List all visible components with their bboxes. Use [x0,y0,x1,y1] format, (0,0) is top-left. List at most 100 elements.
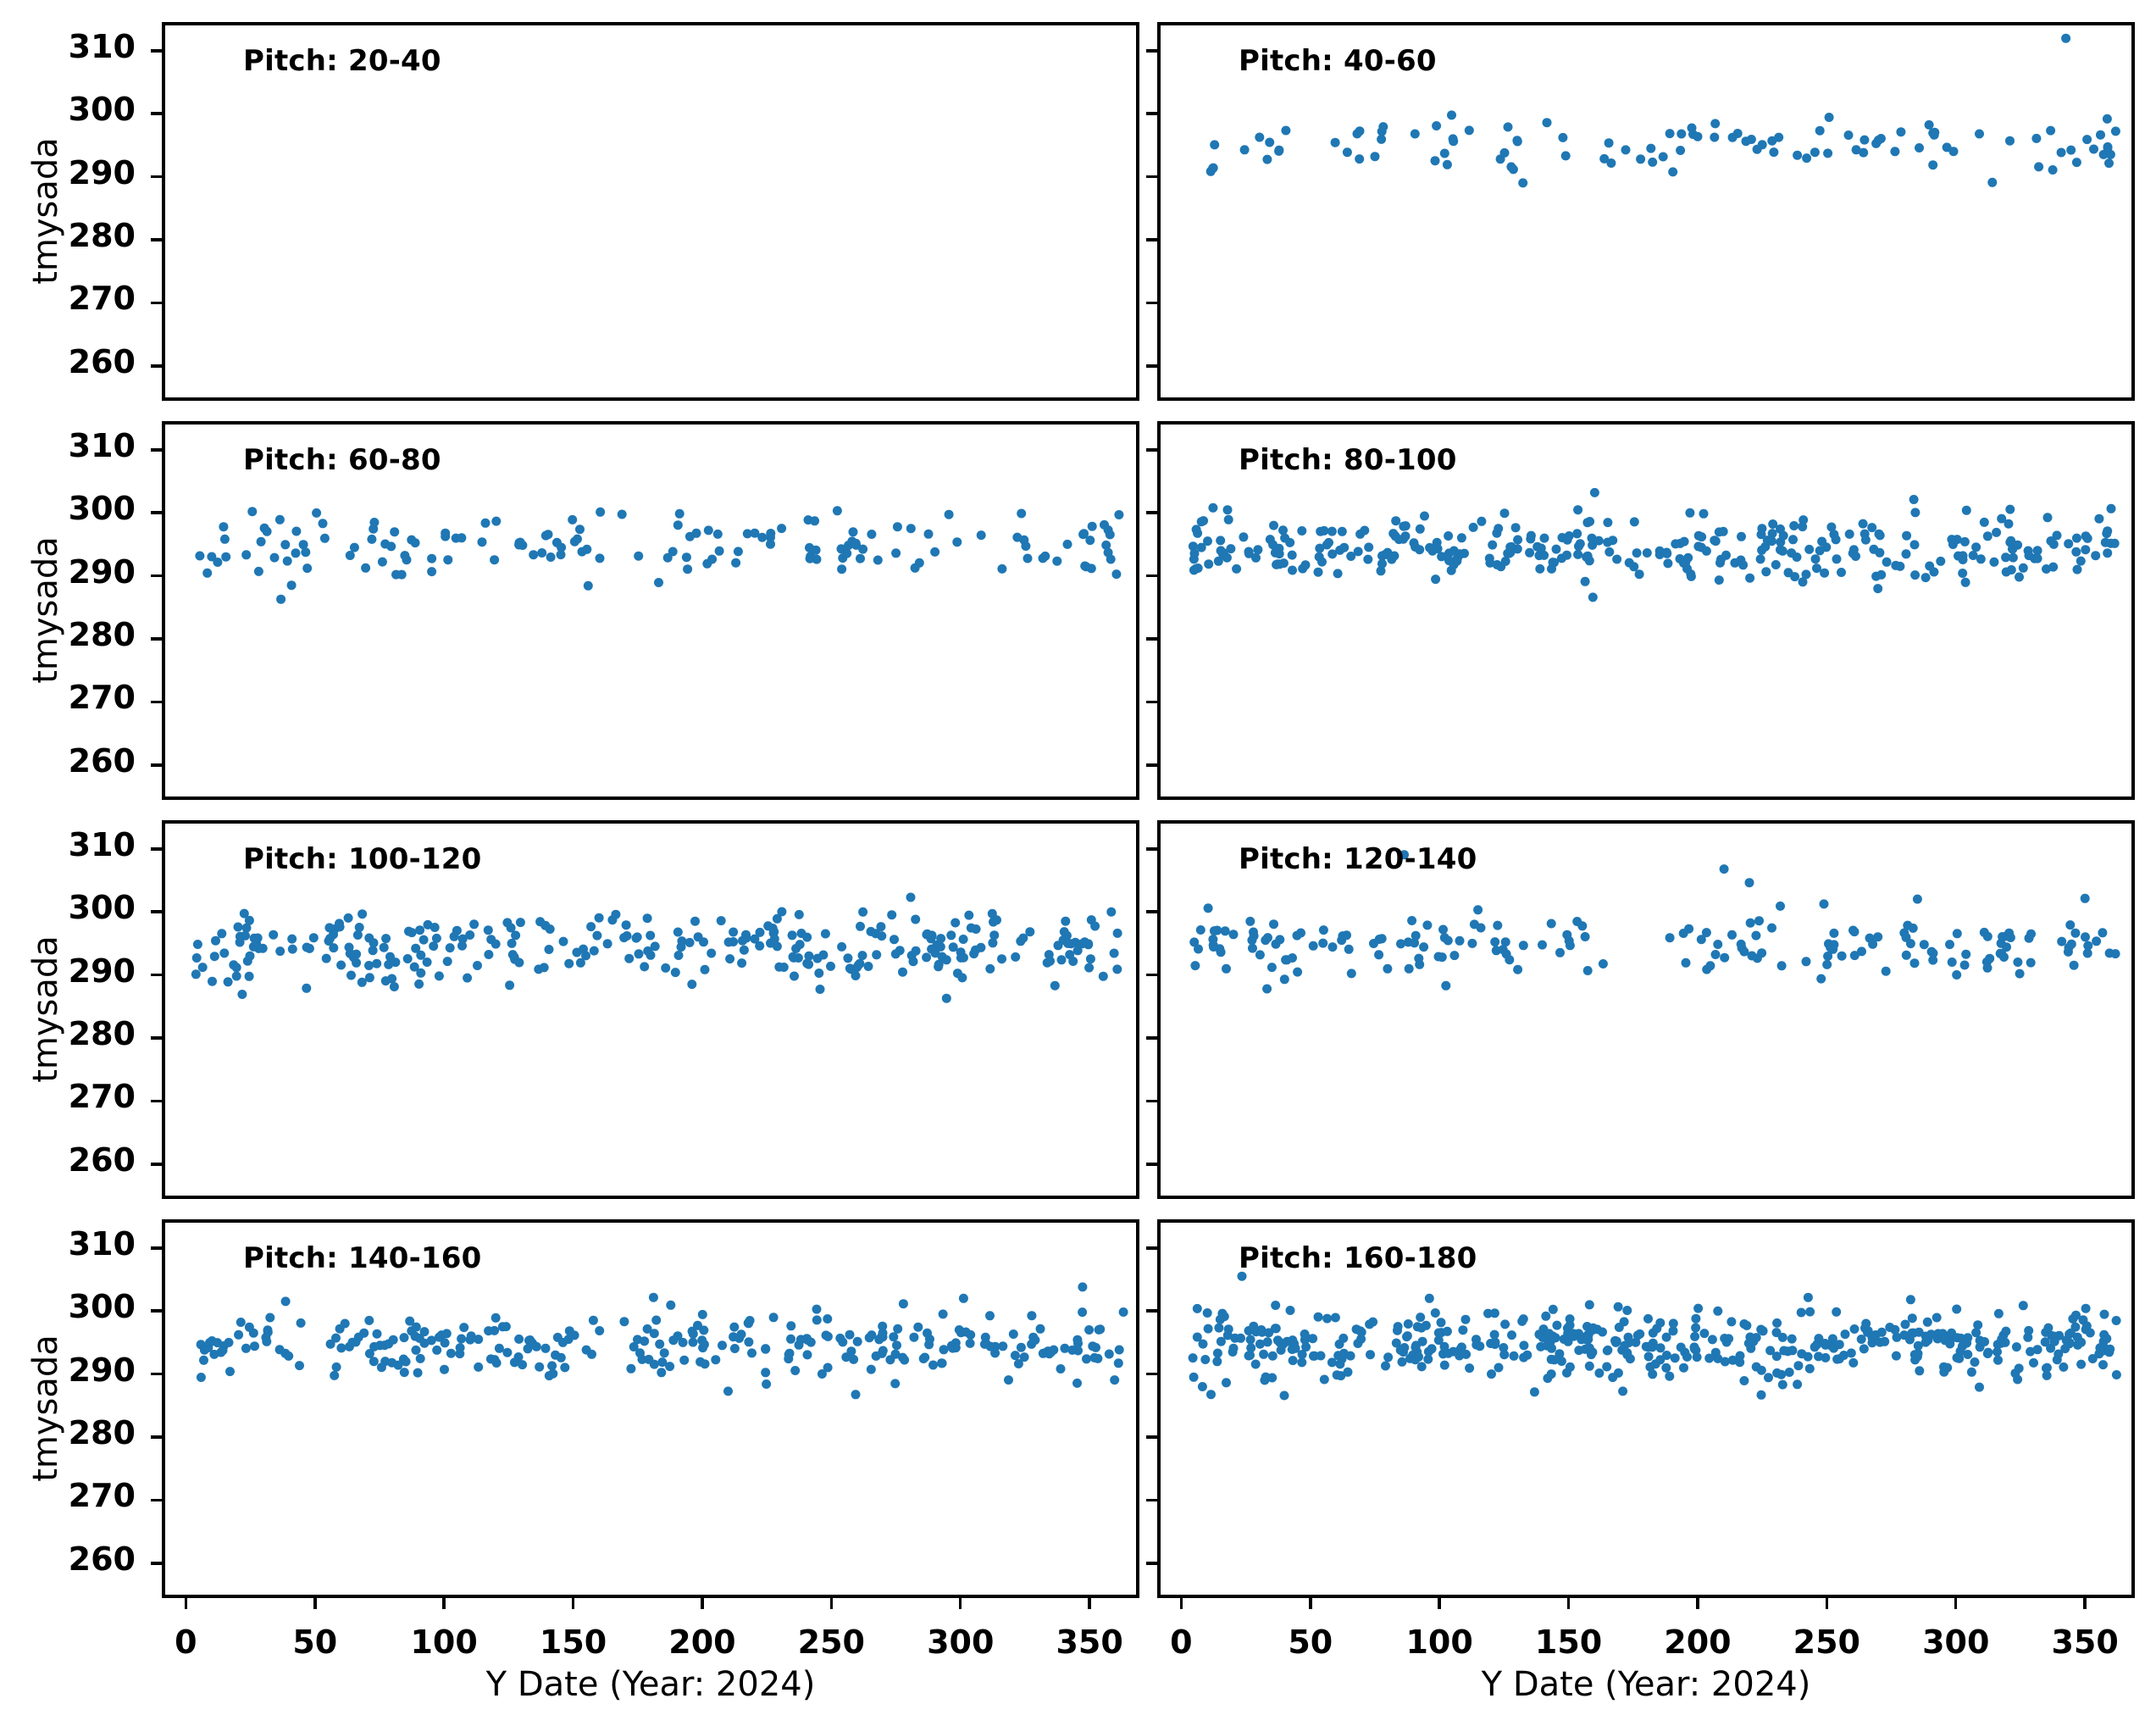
y-tick-label: 290 [68,552,136,591]
y-axis-label-row-3: tmysada [26,1335,65,1482]
y-tick-mark [151,49,162,53]
y-tick-mark [151,847,162,851]
y-axis-label-row-1: tmysada [26,536,65,684]
y-tick-mark [151,1309,162,1313]
scatter-panel-pitch-40-60: Pitch: 40-60 [1157,22,2135,401]
x-tick-mark [442,1598,446,1609]
y-tick-label: 260 [68,1540,136,1578]
x-tick-mark [1088,1598,1091,1609]
y-tick-mark [1146,1372,1157,1376]
y-tick-label: 260 [68,1141,136,1179]
x-tick-mark [571,1598,575,1609]
y-tick-mark [1146,49,1157,53]
x-tick-mark [2083,1598,2087,1609]
x-tick-label: 100 [1405,1623,1473,1661]
x-tick-label: 300 [1922,1623,1990,1661]
y-tick-mark [1146,364,1157,368]
y-tick-mark [1146,1498,1157,1502]
y-tick-mark [151,112,162,115]
scatter-points-pitch-80-100 [1188,487,2120,602]
y-tick-mark [1146,238,1157,241]
y-tick-mark [151,574,162,578]
panel-title-pitch-160-180: Pitch: 160-180 [1239,1241,1477,1275]
y-tick-label: 310 [68,825,136,863]
y-tick-mark [151,763,162,767]
scatter-panel-pitch-20-40: Pitch: 20-40 [162,22,1139,401]
panel-title-pitch-100-120: Pitch: 100-120 [243,842,482,876]
x-tick-mark [829,1598,834,1609]
y-tick-label: 280 [68,216,136,254]
x-tick-mark [1309,1598,1312,1609]
x-axis-label: Y Date (Year: 2024) [1481,1665,1811,1704]
y-tick-label: 300 [68,1288,136,1326]
x-tick-label: 0 [1170,1623,1193,1661]
y-tick-mark [151,1246,162,1250]
y-axis-label-row-2: tmysada [26,935,65,1083]
y-tick-label: 280 [68,615,136,653]
scatter-points-pitch-20-40 [165,25,1139,401]
y-tick-mark [1146,448,1157,452]
x-tick-mark [1696,1598,1699,1609]
y-tick-mark [1146,700,1157,704]
y-tick-mark [151,1099,162,1103]
x-tick-label: 0 [175,1623,197,1661]
y-tick-mark [151,1435,162,1439]
y-tick-mark [1146,1562,1157,1565]
x-tick-label: 350 [1056,1623,1123,1661]
y-tick-mark [151,973,162,977]
y-tick-mark [1146,1246,1157,1250]
x-axis-label: Y Date (Year: 2024) [485,1665,816,1704]
x-tick-mark [1438,1598,1441,1609]
y-tick-mark [1146,1309,1157,1313]
y-tick-mark [151,910,162,913]
x-tick-mark [184,1598,188,1609]
x-tick-mark [701,1598,704,1609]
scatter-panel-pitch-120-140: Pitch: 120-140 [1157,820,2135,1199]
y-tick-mark [151,238,162,241]
scatter-points-pitch-100-120 [191,892,1122,1003]
scatter-points-pitch-140-160 [196,1282,1128,1400]
y-tick-mark [1146,1163,1157,1166]
y-tick-mark [151,1163,162,1166]
y-tick-label: 310 [68,426,136,464]
scatter-panel-pitch-60-80: Pitch: 60-80 [162,421,1139,800]
x-tick-label: 100 [410,1623,478,1661]
y-axis-label-row-0: tmysada [26,137,65,285]
panel-title-pitch-40-60: Pitch: 40-60 [1239,44,1437,78]
scatter-points-pitch-40-60 [1205,33,2120,188]
x-tick-label: 250 [797,1623,865,1661]
y-tick-label: 270 [68,1477,136,1515]
x-tick-mark [1566,1598,1571,1609]
y-tick-label: 290 [68,153,136,191]
scatter-points-pitch-160-180 [1188,1271,2121,1401]
y-tick-mark [151,175,162,179]
x-tick-mark [1954,1598,1958,1609]
y-tick-label: 280 [68,1014,136,1052]
y-tick-mark [1146,112,1157,115]
y-tick-mark [1146,763,1157,767]
x-tick-mark [1825,1598,1829,1609]
x-tick-mark [958,1598,962,1609]
scatter-panel-pitch-100-120: Pitch: 100-120 [162,820,1139,1199]
y-tick-mark [1146,1435,1157,1439]
y-tick-mark [1146,1036,1157,1040]
y-tick-mark [1146,910,1157,913]
y-tick-mark [1146,637,1157,641]
y-tick-label: 270 [68,1078,136,1116]
x-tick-label: 50 [292,1623,338,1661]
y-tick-mark [1146,301,1157,305]
y-tick-mark [1146,574,1157,578]
y-tick-label: 300 [68,889,136,927]
x-tick-label: 350 [2051,1623,2119,1661]
panel-title-pitch-140-160: Pitch: 140-160 [243,1241,482,1275]
y-tick-label: 300 [68,91,136,129]
x-tick-label: 200 [1664,1623,1732,1661]
y-tick-label: 290 [68,1351,136,1389]
y-tick-mark [151,301,162,305]
y-tick-mark [1146,973,1157,977]
y-tick-mark [151,511,162,514]
y-tick-label: 290 [68,952,136,990]
y-tick-mark [1146,175,1157,179]
y-tick-label: 270 [68,280,136,318]
